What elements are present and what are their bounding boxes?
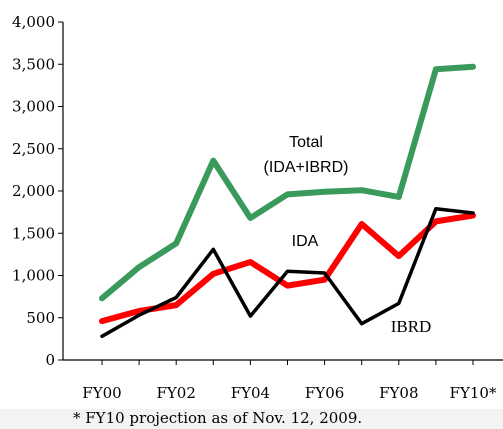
y-tick-label: 3,500 — [12, 55, 55, 73]
y-tick-label: 4,000 — [12, 13, 55, 31]
annotation-ibrd: IBRD — [391, 317, 432, 336]
y-tick-label: 3,000 — [12, 98, 55, 116]
series-line-ibrd — [100, 206, 475, 339]
annotation-total: Total — [289, 134, 323, 151]
y-tick-label: 0 — [45, 351, 55, 369]
x-tick-label: FY10* — [450, 384, 497, 402]
series-layer — [99, 63, 476, 339]
y-axis: 0 500 1,000 1,500 2,000 2,500 3,000 3,500 4,000 — [12, 13, 64, 369]
y-tick-label: 2,000 — [12, 182, 55, 200]
x-tick-label: FY00 — [82, 384, 121, 402]
annotation-total-subtitle: (IDA+IBRD) — [264, 159, 349, 176]
y-tick-label: 1,500 — [12, 224, 55, 242]
annotation-ida: IDA — [292, 233, 319, 250]
x-tick-label: FY08 — [379, 384, 418, 402]
x-tick-label: FY02 — [156, 384, 195, 402]
series-line-total-ida-ibrd — [99, 63, 476, 302]
y-tick-label: 500 — [26, 309, 55, 327]
x-axis: FY00 FY02 FY04 FY06 FY08 FY10* — [63, 359, 503, 402]
y-tick-label: 2,500 — [12, 140, 55, 158]
series-line-ida — [99, 212, 476, 325]
footnote: * FY10 projection as of Nov. 12, 2009. — [73, 409, 362, 427]
y-tick-label: 1,000 — [12, 267, 55, 285]
x-tick-label: FY04 — [231, 384, 270, 402]
footnote-background — [0, 409, 503, 429]
x-tick-label: FY06 — [305, 384, 344, 402]
